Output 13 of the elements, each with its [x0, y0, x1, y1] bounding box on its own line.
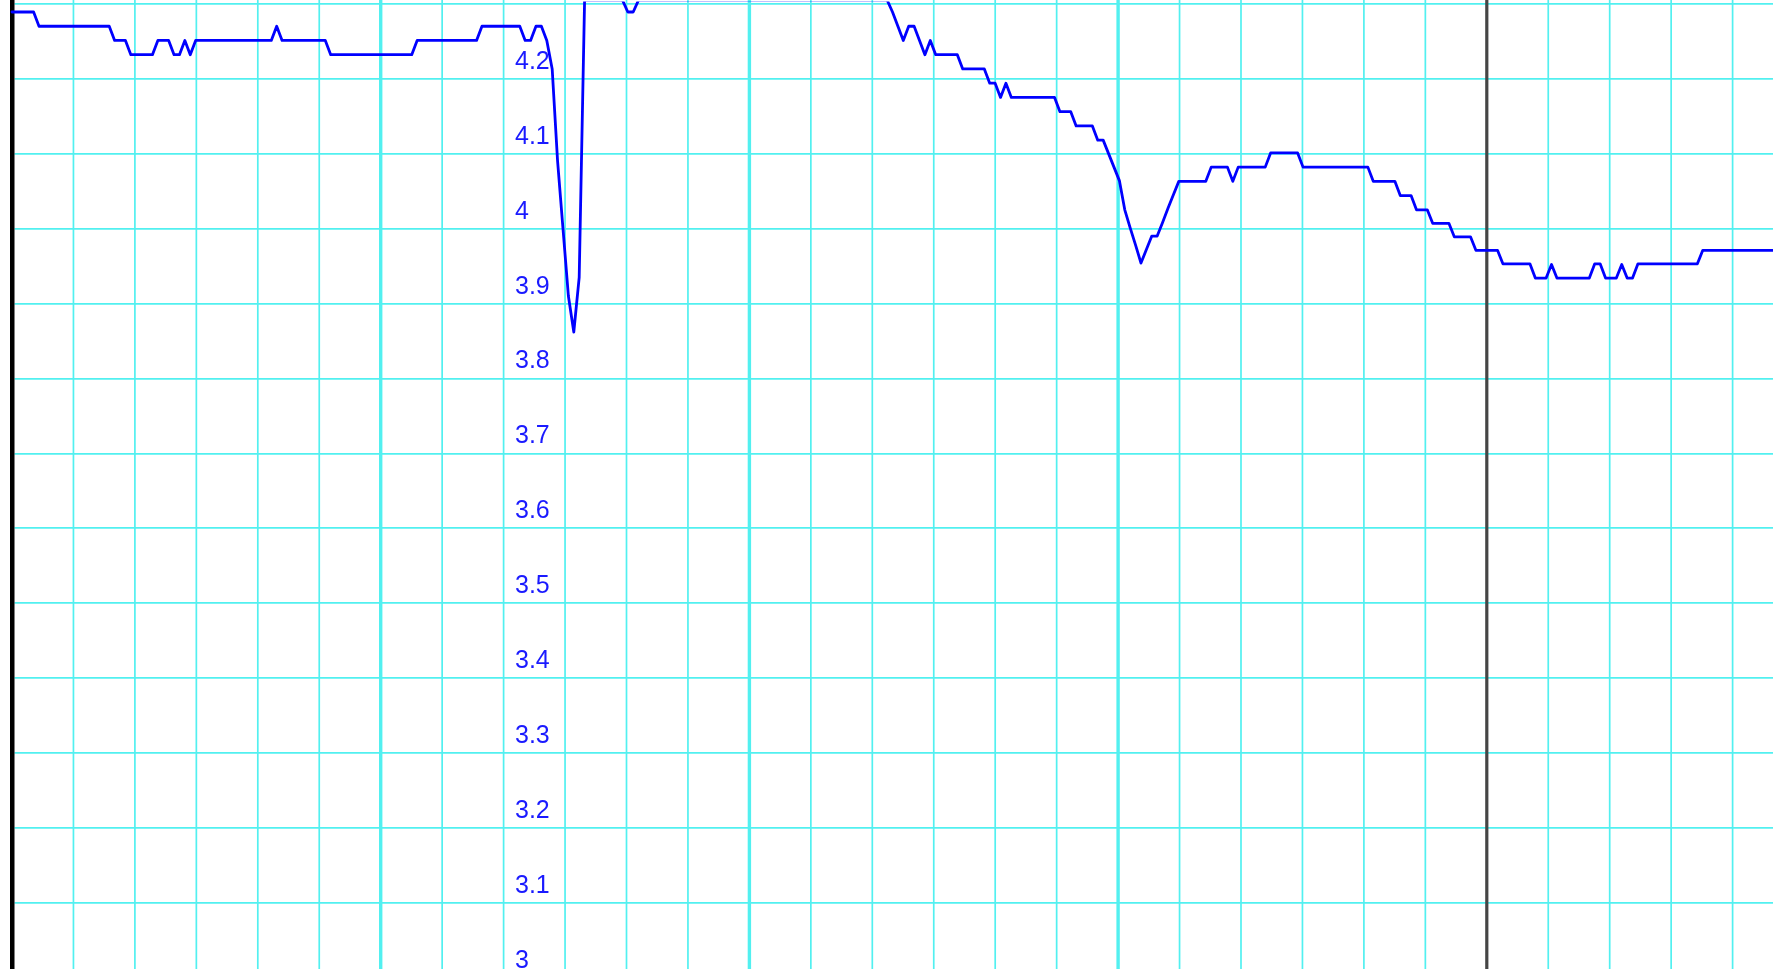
y-tick-label: 3.8 [515, 345, 550, 374]
y-tick-label: 3.7 [515, 420, 550, 449]
y-tick-label: 3.6 [515, 495, 550, 524]
y-tick-label: 3.3 [515, 720, 550, 749]
y-tick-label: 3.2 [515, 795, 550, 824]
y-tick-label: 3.4 [515, 645, 550, 674]
y-tick-label: 4.1 [515, 120, 550, 149]
y-tick-label: 4.2 [515, 45, 550, 74]
y-tick-label: 4 [515, 195, 529, 224]
y-tick-label: 3 [515, 945, 529, 969]
y-tick-label: 3.1 [515, 870, 550, 899]
y-tick-label: 3.5 [515, 570, 550, 599]
y-tick-label: 3.9 [515, 270, 550, 299]
